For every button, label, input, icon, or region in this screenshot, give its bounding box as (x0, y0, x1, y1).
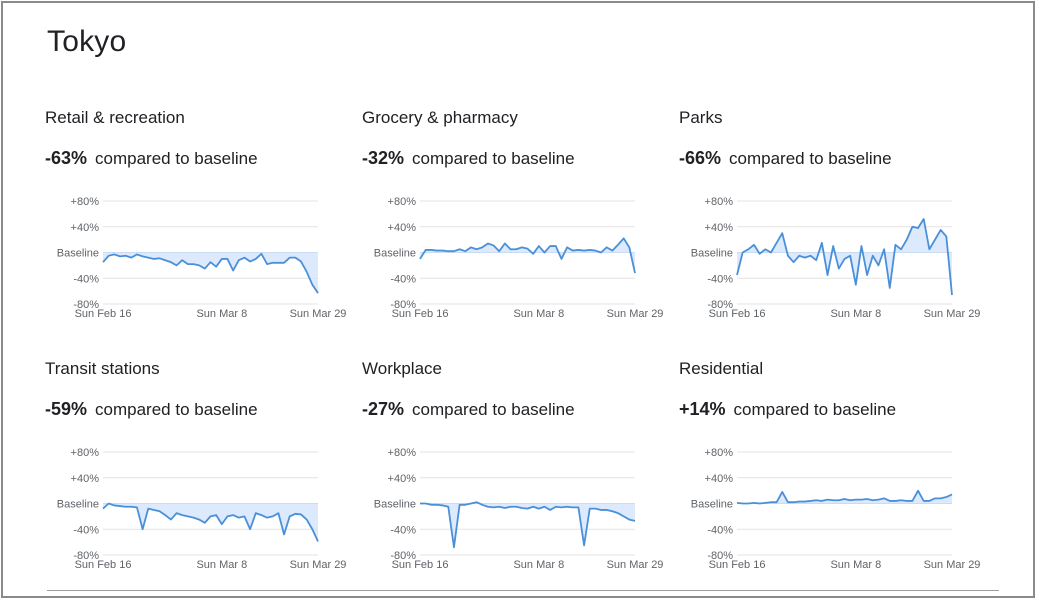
panel-workplace: Workplace -27% compared to baseline +80% +… (362, 359, 682, 589)
y-tick-label: +80% (705, 447, 734, 459)
y-tick-label: -80% (390, 299, 416, 311)
residential-chart: +80% +40% Baseline -40% -80%Sun Feb 16 Sun Ma… (691, 447, 981, 571)
x-tick-label: Sun Feb 16 (75, 308, 132, 320)
headline-value: +14% (679, 399, 726, 419)
series-line (419, 237, 636, 274)
series-line (736, 218, 953, 296)
x-tick-label: Sun Feb 16 (75, 559, 132, 571)
x-tick-label: Sun Mar 8 (830, 308, 881, 320)
panel-title: Workplace (362, 359, 442, 378)
transit-chart: +80% +40% Baseline -40% -80%Sun Feb 16 Sun Ma… (57, 447, 347, 571)
y-tick-label: Baseline (374, 499, 416, 511)
y-tick-label: +80% (388, 447, 417, 459)
series-line (102, 252, 319, 294)
y-tick-label: Baseline (691, 499, 733, 511)
x-tick-label: Sun Mar 29 (290, 559, 347, 571)
panel-retail: Retail & recreation -63% compared to base… (45, 108, 365, 338)
x-tick-label: Sun Feb 16 (709, 559, 766, 571)
y-tick-label: +40% (388, 473, 417, 485)
y-tick-label: -40% (390, 524, 416, 536)
headline-value: -66% (679, 148, 722, 168)
page-title: Tokyo (47, 25, 127, 58)
panel-summary: -59% compared to baseline (45, 399, 258, 420)
headline-value: -32% (362, 148, 405, 168)
headline-value: -27% (362, 399, 405, 419)
y-tick-label: +40% (705, 222, 734, 234)
parks-chart: +80% +40% Baseline -40% -80%Sun Feb 16 Sun Ma… (691, 196, 981, 320)
y-tick-label: -40% (707, 524, 733, 536)
headline-suffix: compared to baseline (729, 149, 892, 168)
y-tick-label: -40% (390, 273, 416, 285)
panel-parks: Parks -66% compared to baseline +80% +40% B… (679, 108, 999, 338)
panel-summary: +14% compared to baseline (679, 399, 896, 420)
panel-title: Residential (679, 359, 764, 378)
panel-title: Parks (679, 108, 723, 127)
y-tick-label: -40% (707, 273, 733, 285)
y-tick-label: Baseline (57, 248, 99, 260)
x-tick-label: Sun Mar 8 (513, 559, 564, 571)
x-tick-label: Sun Feb 16 (392, 559, 449, 571)
series-area (737, 219, 952, 295)
x-tick-label: Sun Mar 29 (290, 308, 347, 320)
panel-title: Grocery & pharmacy (362, 108, 518, 127)
panel-title: Transit stations (45, 359, 160, 378)
y-tick-label: +40% (705, 473, 734, 485)
panel-residential: Residential +14% compared to baseline +80… (679, 359, 999, 589)
grocery-chart: +80% +40% Baseline -40% -80%Sun Feb 16 Sun Ma… (374, 196, 664, 320)
y-tick-label: -80% (390, 550, 416, 562)
y-tick-label: +80% (705, 196, 734, 208)
series-line (102, 502, 319, 542)
headline-suffix: compared to baseline (733, 400, 897, 419)
y-tick-label: +80% (71, 447, 100, 459)
workplace-chart: +80% +40% Baseline -40% -80%Sun Feb 16 Sun Ma… (374, 447, 664, 571)
y-tick-label: -80% (73, 550, 99, 562)
y-tick-label: +80% (71, 196, 100, 208)
y-tick-label: -80% (73, 299, 99, 311)
series-line (420, 501, 636, 549)
panel-summary: -66% compared to baseline (679, 148, 892, 169)
y-tick-label: -40% (73, 273, 99, 285)
x-tick-label: Sun Mar 8 (196, 559, 247, 571)
y-tick-label: -80% (707, 550, 733, 562)
panel-grocery: Grocery & pharmacy -32% compared to basel… (362, 108, 682, 338)
x-tick-label: Sun Mar 8 (513, 308, 564, 320)
x-tick-label: Sun Mar 8 (196, 308, 247, 320)
bottom-divider (47, 590, 999, 591)
panel-transit: Transit stations -59% compared to baselin… (45, 359, 365, 589)
panel-summary: -27% compared to baseline (362, 399, 575, 420)
panel-summary: -32% compared to baseline (362, 148, 575, 169)
panel-title: Retail & recreation (45, 108, 185, 127)
x-tick-label: Sun Mar 8 (830, 559, 881, 571)
headline-suffix: compared to baseline (412, 400, 575, 419)
series-area (420, 238, 635, 274)
y-tick-label: +40% (71, 473, 100, 485)
headline-value: -59% (45, 399, 88, 419)
headline-suffix: compared to baseline (412, 149, 575, 168)
headline-suffix: compared to baseline (95, 400, 258, 419)
series-line (736, 489, 953, 505)
series-area (103, 503, 318, 542)
y-tick-label: -40% (73, 524, 99, 536)
series-area (103, 252, 318, 294)
x-tick-label: Sun Mar 29 (607, 308, 664, 320)
y-tick-label: +40% (388, 222, 417, 234)
y-tick-label: +40% (71, 222, 100, 234)
x-tick-label: Sun Feb 16 (709, 308, 766, 320)
panel-summary: -63% compared to baseline (45, 148, 258, 169)
y-tick-label: Baseline (374, 248, 416, 260)
headline-value: -63% (45, 148, 88, 168)
headline-suffix: compared to baseline (95, 149, 258, 168)
x-tick-label: Sun Mar 29 (607, 559, 664, 571)
series-area (420, 502, 635, 548)
retail-chart: +80% +40% Baseline -40% -80%Sun Feb 16 Sun Ma… (57, 196, 347, 320)
x-tick-label: Sun Feb 16 (392, 308, 449, 320)
x-tick-label: Sun Mar 29 (924, 559, 981, 571)
y-tick-label: -80% (707, 299, 733, 311)
y-tick-label: +80% (388, 196, 417, 208)
y-tick-label: Baseline (691, 248, 733, 260)
y-tick-label: Baseline (57, 499, 99, 511)
x-tick-label: Sun Mar 29 (924, 308, 981, 320)
